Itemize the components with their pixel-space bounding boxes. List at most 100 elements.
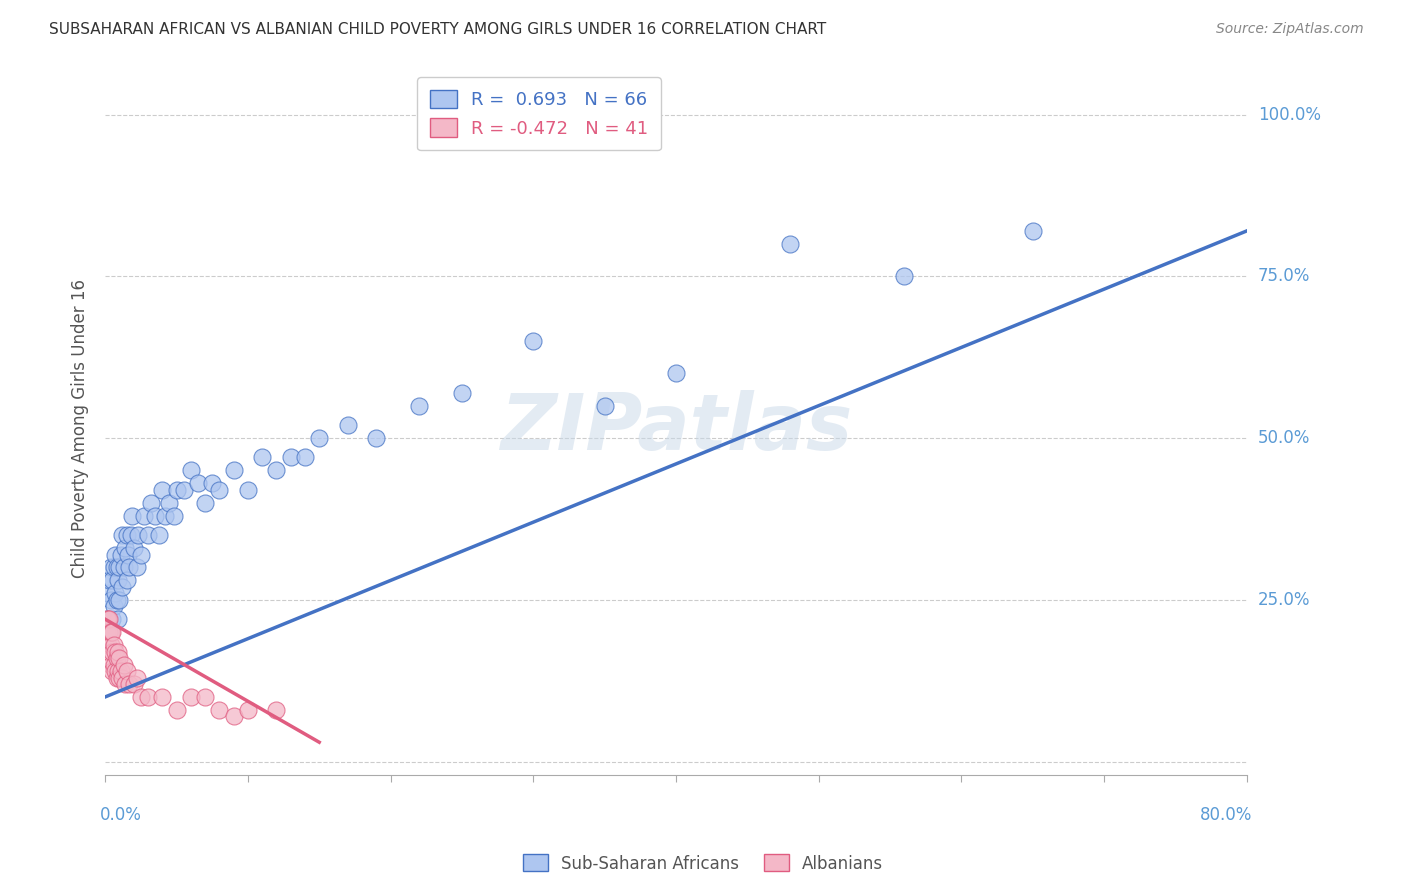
Point: [294, 450, 316, 465]
Point: [110, 664, 132, 678]
Point: [103, 560, 125, 574]
Point: [121, 508, 143, 523]
Point: [166, 483, 188, 497]
Point: [280, 450, 302, 465]
Point: [187, 476, 209, 491]
Text: 50.0%: 50.0%: [1258, 429, 1310, 447]
Point: [336, 418, 359, 433]
Point: [308, 431, 330, 445]
Point: [129, 548, 152, 562]
Point: [97, 638, 120, 652]
Point: [665, 367, 688, 381]
Point: [101, 574, 124, 588]
Point: [98, 612, 121, 626]
Point: [108, 651, 131, 665]
Point: [97, 586, 120, 600]
Point: [104, 548, 127, 562]
Point: [105, 671, 128, 685]
Point: [104, 645, 127, 659]
Point: [208, 483, 231, 497]
Point: [111, 671, 134, 685]
Point: [105, 592, 128, 607]
Point: [208, 703, 231, 717]
Point: [100, 657, 122, 672]
Point: [117, 548, 139, 562]
Point: [108, 671, 131, 685]
Text: 0.0%: 0.0%: [100, 805, 142, 823]
Point: [98, 574, 121, 588]
Point: [101, 645, 124, 659]
Point: [107, 574, 129, 588]
Point: [115, 664, 138, 678]
Point: [103, 599, 125, 614]
Point: [408, 399, 430, 413]
Point: [1021, 224, 1043, 238]
Point: [107, 664, 129, 678]
Point: [194, 690, 217, 704]
Point: [201, 476, 224, 491]
Point: [105, 560, 128, 574]
Point: [101, 612, 124, 626]
Point: [893, 269, 915, 284]
Point: [108, 560, 131, 574]
Point: [136, 528, 159, 542]
Point: [132, 508, 155, 523]
Point: [166, 703, 188, 717]
Point: [120, 528, 142, 542]
Point: [103, 657, 125, 672]
Point: [96, 612, 118, 626]
Point: [98, 645, 121, 659]
Point: [97, 612, 120, 626]
Point: [236, 483, 259, 497]
Point: [112, 657, 135, 672]
Point: [250, 450, 273, 465]
Point: [111, 528, 134, 542]
Point: [112, 560, 135, 574]
Point: [114, 677, 136, 691]
Point: [173, 483, 195, 497]
Point: [115, 574, 138, 588]
Point: [163, 508, 186, 523]
Point: [118, 677, 141, 691]
Point: [107, 645, 129, 659]
Legend: Sub-Saharan Africans, Albanians: Sub-Saharan Africans, Albanians: [516, 847, 890, 880]
Text: 75.0%: 75.0%: [1258, 268, 1310, 285]
Point: [107, 612, 129, 626]
Point: [180, 690, 202, 704]
Point: [150, 483, 173, 497]
Point: [150, 690, 173, 704]
Point: [105, 651, 128, 665]
Point: [194, 496, 217, 510]
Point: [108, 592, 131, 607]
Point: [143, 508, 166, 523]
Point: [115, 528, 138, 542]
Point: [236, 703, 259, 717]
Point: [104, 664, 127, 678]
Point: [522, 334, 544, 348]
Point: [125, 560, 148, 574]
Point: [100, 625, 122, 640]
Point: [114, 541, 136, 555]
Point: [96, 612, 118, 626]
Point: [122, 541, 145, 555]
Point: [98, 625, 121, 640]
Point: [129, 690, 152, 704]
Point: [157, 496, 180, 510]
Point: [127, 528, 149, 542]
Point: [111, 580, 134, 594]
Point: [153, 508, 176, 523]
Point: [222, 709, 245, 723]
Point: [100, 560, 122, 574]
Point: [266, 703, 288, 717]
Point: [101, 625, 124, 640]
Point: [779, 236, 801, 251]
Point: [148, 528, 170, 542]
Point: [100, 592, 122, 607]
Legend: R =  0.693   N = 66, R = -0.472   N = 41: R = 0.693 N = 66, R = -0.472 N = 41: [418, 78, 661, 151]
Text: 25.0%: 25.0%: [1258, 591, 1310, 609]
Point: [104, 586, 127, 600]
Point: [100, 638, 122, 652]
Point: [139, 496, 162, 510]
Text: Source: ZipAtlas.com: Source: ZipAtlas.com: [1216, 22, 1364, 37]
Text: ZIPatlas: ZIPatlas: [499, 391, 852, 467]
